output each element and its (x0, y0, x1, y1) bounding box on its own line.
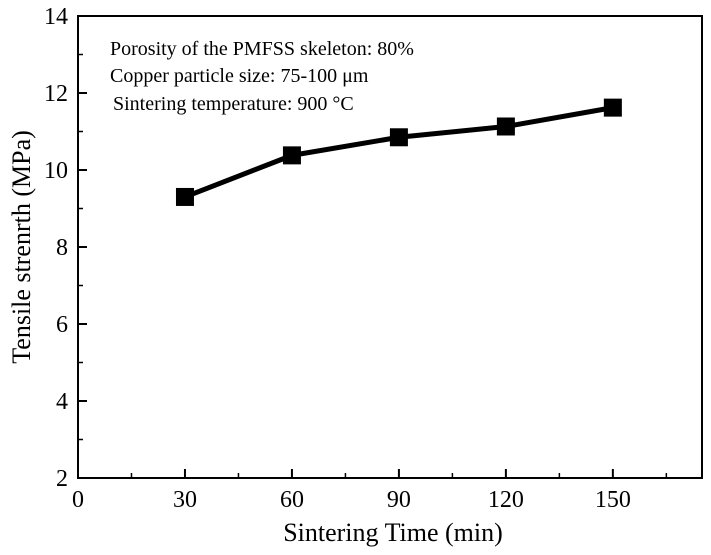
x-axis-title: Sintering Time (min) (283, 518, 503, 547)
data-point-marker (389, 128, 408, 147)
y-tick-label: 14 (44, 4, 68, 30)
annotation-particle-size: Copper particle size: 75-100 μm (110, 65, 369, 87)
y-tick-label: 10 (44, 158, 68, 184)
x-tick-label: 90 (387, 487, 411, 513)
y-axis-title: Tensile strenrth (MPa) (7, 130, 36, 364)
data-point-marker (175, 187, 194, 206)
data-point-marker (496, 117, 515, 136)
y-tick-label: 4 (56, 389, 68, 415)
series-layer (175, 98, 622, 206)
annotation-porosity: Porosity of the PMFSS skeleton: 80% (110, 38, 414, 60)
x-axis-ticks: 0 30 60 90 120 150 (72, 469, 668, 513)
series-line (184, 105, 614, 200)
y-axis-ticks: 2 4 6 8 10 12 14 (44, 4, 87, 492)
x-tick-label: 60 (280, 487, 304, 513)
y-tick-label: 8 (56, 235, 68, 261)
data-point-marker (603, 98, 622, 117)
x-tick-label: 120 (488, 487, 524, 513)
x-tick-label: 30 (173, 487, 197, 513)
y-tick-label: 2 (56, 466, 68, 492)
y-tick-label: 12 (44, 81, 68, 107)
annotation-temperature: Sintering temperature: 900 °C (113, 93, 354, 115)
data-point-marker (282, 146, 301, 165)
x-tick-label: 150 (595, 487, 631, 513)
y-tick-label: 6 (56, 312, 68, 338)
x-tick-label: 0 (72, 487, 84, 513)
